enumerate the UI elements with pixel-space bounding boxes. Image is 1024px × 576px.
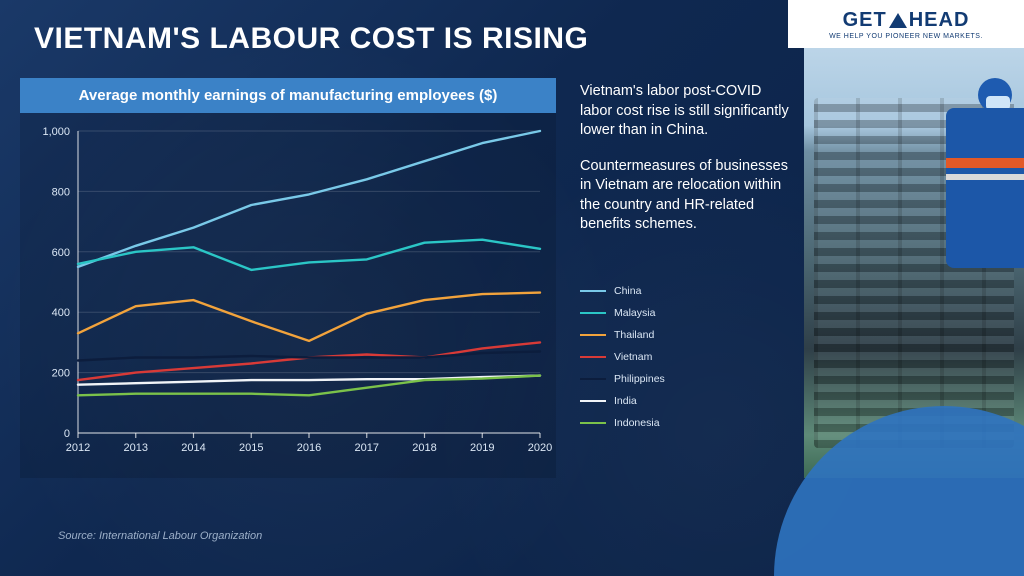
body-paragraph-2: Countermeasures of businesses in Vietnam… xyxy=(580,157,790,235)
svg-text:200: 200 xyxy=(52,368,70,380)
svg-text:2020: 2020 xyxy=(528,442,552,454)
logo-text-right: HEAD xyxy=(909,9,970,32)
body-copy: Vietnam's labor post-COVID labor cost ri… xyxy=(580,82,790,251)
svg-text:2018: 2018 xyxy=(412,442,436,454)
legend-item-indonesia: Indonesia xyxy=(580,412,665,434)
svg-text:2017: 2017 xyxy=(355,442,379,454)
legend-swatch xyxy=(580,378,606,380)
logo-tagline: WE HELP YOU PIONEER NEW MARKETS. xyxy=(829,33,983,40)
legend-item-china: China xyxy=(580,280,665,302)
svg-text:800: 800 xyxy=(52,186,70,198)
series-china xyxy=(78,131,540,267)
legend-item-malaysia: Malaysia xyxy=(580,302,665,324)
legend-swatch xyxy=(580,334,606,336)
line-chart: 0 200 400 600 800 1,000 2012 2013 2014 2015 2016 20… xyxy=(20,113,556,473)
chart-plot-area: 0 200 400 600 800 1,000 2012 2013 2014 2015 2016 20… xyxy=(20,113,556,473)
svg-text:400: 400 xyxy=(52,307,70,319)
chart-title: Average monthly earnings of manufacturin… xyxy=(20,78,556,113)
photo-worker-figure xyxy=(934,78,1024,338)
svg-text:0: 0 xyxy=(64,428,70,440)
source-attribution: Source: International Labour Organizatio… xyxy=(58,530,262,542)
svg-text:2013: 2013 xyxy=(124,442,148,454)
logo-wordmark: GET HEAD xyxy=(843,9,970,32)
legend-item-india: India xyxy=(580,390,665,412)
legend-swatch xyxy=(580,290,606,292)
chart-legend: China Malaysia Thailand Vietnam Philippines I… xyxy=(580,280,665,434)
triangle-icon xyxy=(889,13,907,28)
series-indonesia xyxy=(78,376,540,396)
series-malaysia xyxy=(78,240,540,270)
body-paragraph-1: Vietnam's labor post-COVID labor cost ri… xyxy=(580,82,790,141)
svg-text:600: 600 xyxy=(52,247,70,259)
logo-text-left: GET xyxy=(843,9,887,32)
series-philippines xyxy=(78,352,540,361)
legend-label: India xyxy=(614,395,637,407)
series-vietnam xyxy=(78,342,540,380)
svg-text:1,000: 1,000 xyxy=(42,126,70,138)
legend-swatch xyxy=(580,400,606,402)
slide: GET HEAD WE HELP YOU PIONEER NEW MARKETS… xyxy=(0,0,1024,576)
legend-label: Thailand xyxy=(614,329,654,341)
chart-panel: Average monthly earnings of manufacturin… xyxy=(20,78,556,478)
svg-text:2016: 2016 xyxy=(297,442,321,454)
legend-swatch xyxy=(580,356,606,358)
legend-item-thailand: Thailand xyxy=(580,324,665,346)
series-india xyxy=(78,376,540,385)
legend-label: Vietnam xyxy=(614,351,652,363)
legend-item-philippines: Philippines xyxy=(580,368,665,390)
series-thailand xyxy=(78,293,540,341)
legend-label: China xyxy=(614,285,641,297)
svg-text:2019: 2019 xyxy=(470,442,494,454)
legend-swatch xyxy=(580,312,606,314)
brand-logo: GET HEAD WE HELP YOU PIONEER NEW MARKETS… xyxy=(788,0,1024,48)
page-title: VIETNAM'S LABOUR COST IS RISING xyxy=(34,22,588,56)
svg-text:2012: 2012 xyxy=(66,442,90,454)
legend-label: Indonesia xyxy=(614,417,660,429)
svg-text:2015: 2015 xyxy=(239,442,263,454)
svg-text:2014: 2014 xyxy=(181,442,205,454)
legend-label: Philippines xyxy=(614,373,665,385)
legend-swatch xyxy=(580,422,606,424)
legend-item-vietnam: Vietnam xyxy=(580,346,665,368)
legend-label: Malaysia xyxy=(614,307,655,319)
